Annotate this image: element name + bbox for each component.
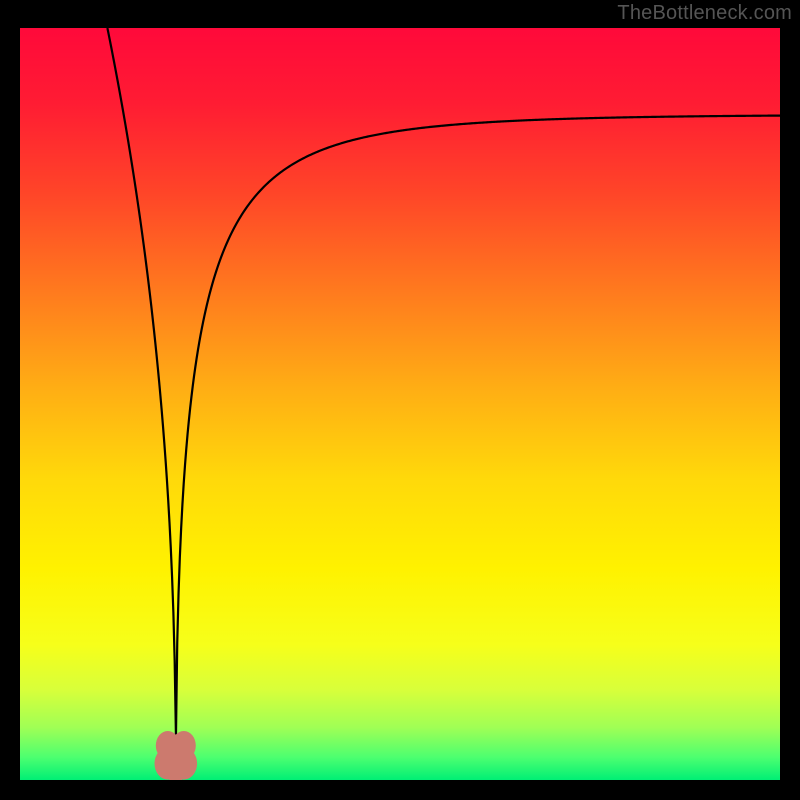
watermark-text: TheBottleneck.com bbox=[617, 2, 792, 25]
chart-stage: TheBottleneck.com bbox=[0, 0, 800, 800]
bottleneck-marker bbox=[155, 731, 198, 782]
chart-svg bbox=[0, 0, 800, 800]
gradient-background bbox=[20, 28, 780, 780]
